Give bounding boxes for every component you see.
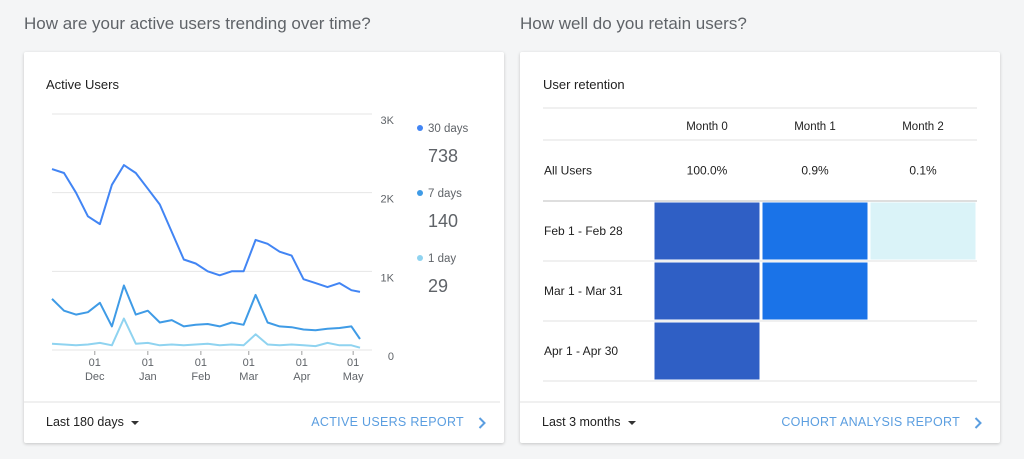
legend-value: 738 <box>428 146 458 166</box>
retention-cell <box>762 202 868 260</box>
column-header: Month 0 <box>686 121 728 133</box>
x-tick-label: 01 <box>142 357 154 369</box>
x-tick-label: 01 <box>296 357 308 369</box>
x-tick-label: Mar <box>239 371 258 383</box>
legend-dot <box>417 190 423 196</box>
caret <box>627 420 636 425</box>
section-heading: How well do you retain users? <box>520 14 747 33</box>
x-tick-label: Feb <box>191 371 210 383</box>
legend-value: 140 <box>428 211 458 231</box>
active-users-card: Active Users 0 1K 2K 3K 01 Dec 01 Jan 01 Feb 01 Mar… <box>24 52 504 443</box>
legend-label: 1 day <box>428 253 456 265</box>
date-range: Last 3 months <box>542 415 621 429</box>
x-tick-label: Jan <box>139 371 157 383</box>
x-tick-label: 01 <box>243 357 255 369</box>
report-link[interactable]: COHORT ANALYSIS REPORT <box>781 415 982 429</box>
retention-card: User retention Month 0 Month 1 Month 2 All … <box>520 52 1000 443</box>
cohort-label: Apr 1 - Apr 30 <box>544 344 618 358</box>
x-tick-label: 01 <box>347 357 359 369</box>
date-range-dropdown[interactable]: Last 3 months <box>542 415 636 429</box>
cohort-label: Mar 1 - Mar 31 <box>544 284 623 298</box>
date-range: Last 180 days <box>46 415 124 429</box>
retention-cell <box>870 202 976 260</box>
column-header: Month 2 <box>902 121 944 133</box>
retention-cell <box>654 322 760 380</box>
x-tick-label: Apr <box>293 371 310 383</box>
legend-dot <box>417 125 423 131</box>
legend-dot <box>417 255 423 261</box>
link-text: COHORT ANALYSIS REPORT <box>781 415 960 429</box>
report-link[interactable]: ACTIVE USERS REPORT <box>311 415 486 429</box>
chevron <box>478 416 486 429</box>
series-line <box>51 284 361 340</box>
x-tick-label: 01 <box>195 357 207 369</box>
chevron <box>974 416 982 429</box>
retention-cell <box>762 262 868 320</box>
retention-value: 100.0% <box>687 164 728 178</box>
retention-value: 0.9% <box>801 164 829 178</box>
retention-table: User retention Month 0 Month 1 Month 2 All … <box>520 77 1000 403</box>
y-tick-label: 3K <box>381 115 395 127</box>
card-title: User retention <box>543 77 625 92</box>
card-title: Active Users <box>46 77 119 92</box>
x-tick-label: Dec <box>85 371 105 383</box>
legend-label: 7 days <box>428 188 462 200</box>
retention-cell <box>654 262 760 320</box>
x-tick-label: 01 <box>89 357 101 369</box>
column-header: Month 1 <box>794 121 836 133</box>
retention-value: 0.1% <box>909 164 937 178</box>
section-heading: How are your active users trending over … <box>24 14 371 33</box>
legend-value: 29 <box>428 276 448 296</box>
caret <box>130 420 139 425</box>
y-tick-label: 0 <box>388 351 394 363</box>
cohort-label: Feb 1 - Feb 28 <box>544 224 623 238</box>
y-tick-label: 1K <box>381 272 395 284</box>
series-line <box>51 317 361 349</box>
date-range-dropdown[interactable]: Last 180 days <box>46 415 139 429</box>
legend-label: 30 days <box>428 123 469 135</box>
retention-cell <box>654 202 760 260</box>
line-chart: Active Users 0 1K 2K 3K 01 Dec 01 Jan 01 Feb 01 Mar… <box>24 77 500 403</box>
x-tick-label: May <box>343 371 364 383</box>
series-line <box>51 164 361 293</box>
row-label: All Users <box>544 164 592 178</box>
y-tick-label: 2K <box>381 194 395 206</box>
link-text: ACTIVE USERS REPORT <box>311 415 464 429</box>
